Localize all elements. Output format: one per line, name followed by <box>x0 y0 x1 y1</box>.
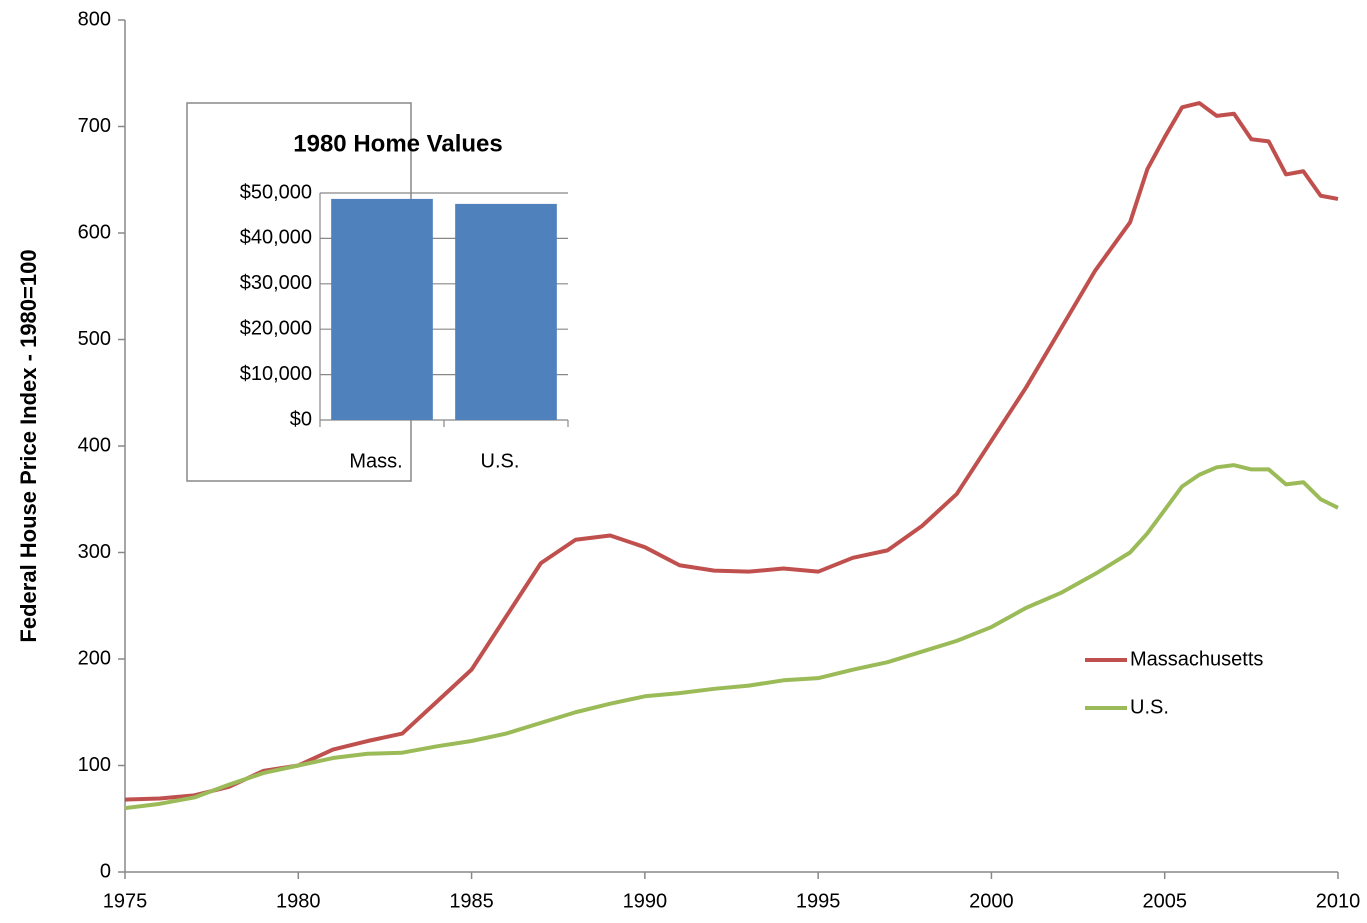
bar <box>455 203 557 420</box>
y-tick-label: $20,000 <box>240 317 312 339</box>
y-tick-label: 100 <box>78 754 111 776</box>
series-line <box>124 463 1339 811</box>
x-tick-label: 1995 <box>796 890 841 912</box>
x-tick-label: 2005 <box>1142 890 1187 912</box>
x-tick-label: 1975 <box>103 890 148 912</box>
x-tick-label: 1985 <box>449 890 494 912</box>
x-tick-label: 2000 <box>969 890 1014 912</box>
x-tick-label: U.S. <box>481 450 520 472</box>
y-tick-label: $40,000 <box>240 227 312 249</box>
y-tick-label: $30,000 <box>240 272 312 294</box>
bar <box>331 198 433 420</box>
y-tick-label: $0 <box>290 408 312 430</box>
y-tick-label: 400 <box>78 434 111 456</box>
x-tick-label: Mass. <box>349 450 402 472</box>
y-tick-label: 200 <box>78 647 111 669</box>
y-tick-label: $50,000 <box>240 181 312 203</box>
y-tick-label: 300 <box>78 541 111 563</box>
legend-label: Massachusetts <box>1130 648 1263 670</box>
y-tick-label: 700 <box>78 115 111 137</box>
x-tick-label: 2010 <box>1316 890 1361 912</box>
x-tick-label: 1980 <box>276 890 321 912</box>
y-tick-label: 800 <box>78 8 111 30</box>
y-tick-label: 0 <box>100 860 111 882</box>
series-line <box>124 101 1339 802</box>
x-tick-label: 1990 <box>623 890 668 912</box>
y-axis-label: Federal House Price Index - 1980=100 <box>16 249 41 642</box>
legend-label: U.S. <box>1130 696 1169 718</box>
y-tick-label: 500 <box>78 328 111 350</box>
inset-title: 1980 Home Values <box>293 130 502 157</box>
y-tick-label: $10,000 <box>240 363 312 385</box>
y-tick-label: 600 <box>78 221 111 243</box>
